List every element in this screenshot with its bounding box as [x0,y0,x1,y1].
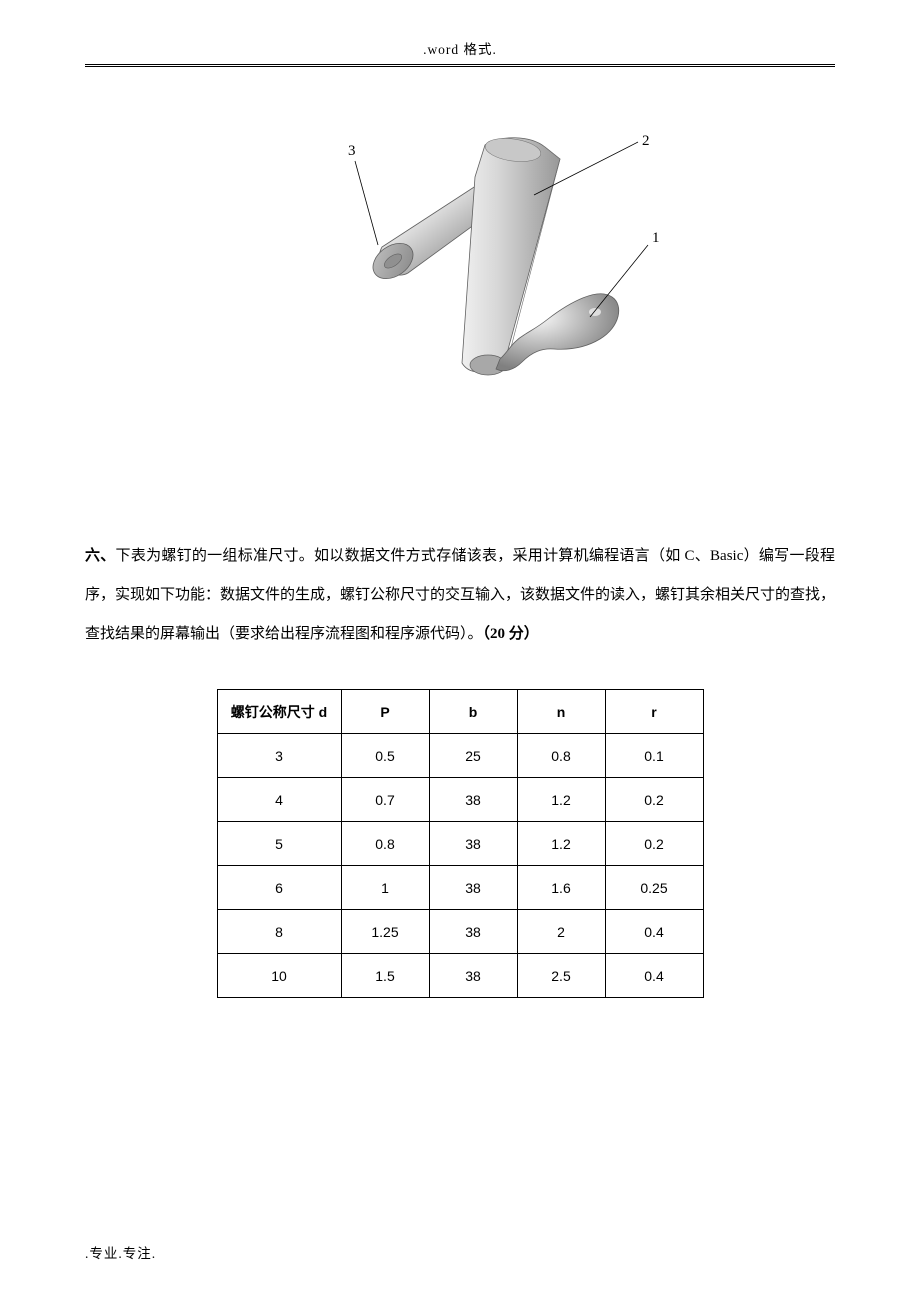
cell: 0.2 [605,822,703,866]
table-container: 螺钉公称尺寸 d P b n r 3 0.5 25 0.8 0.1 4 0.7 [85,689,835,998]
table-row: 10 1.5 38 2.5 0.4 [217,954,703,998]
cell: 10 [217,954,341,998]
page-container: .word 格式. [0,0,920,1302]
question-score: （20 分） [483,626,539,642]
cell: 2 [517,910,605,954]
cell: 6 [217,866,341,910]
table-header-row: 螺钉公称尺寸 d P b n r [217,690,703,734]
cell: 25 [429,734,517,778]
page-footer: .专业.专注. [85,1242,156,1262]
question-paragraph: 六、下表为螺钉的一组标准尺寸。如以数据文件方式存储该表，采用计算机编程语言（如 … [85,537,835,654]
cell: 1.6 [517,866,605,910]
cell: 1 [341,866,429,910]
cell: 1.5 [341,954,429,998]
cell: 0.2 [605,778,703,822]
label-2: 2 [642,133,650,149]
col-header-b: b [429,690,517,734]
col-header-r: r [605,690,703,734]
col-header-p: P [341,690,429,734]
crank-handle-figure: 3 2 1 [250,87,670,397]
table-row: 3 0.5 25 0.8 0.1 [217,734,703,778]
cell: 38 [429,778,517,822]
screw-dimensions-table: 螺钉公称尺寸 d P b n r 3 0.5 25 0.8 0.1 4 0.7 [217,689,704,998]
col-header-n: n [517,690,605,734]
col-header-d: 螺钉公称尺寸 d [217,690,341,734]
cell: 0.7 [341,778,429,822]
table-body: 3 0.5 25 0.8 0.1 4 0.7 38 1.2 0.2 5 0.8 … [217,734,703,998]
cell: 0.5 [341,734,429,778]
cell: 0.8 [341,822,429,866]
cell: 0.8 [517,734,605,778]
figure-container: 3 2 1 [85,87,835,397]
header-underline [85,66,835,67]
table-row: 4 0.7 38 1.2 0.2 [217,778,703,822]
table-row: 6 1 38 1.6 0.25 [217,866,703,910]
table-row: 5 0.8 38 1.2 0.2 [217,822,703,866]
cell: 2.5 [517,954,605,998]
cell: 8 [217,910,341,954]
cell: 1.25 [341,910,429,954]
label-3: 3 [348,143,356,159]
cell: 38 [429,866,517,910]
cell: 4 [217,778,341,822]
cell: 0.4 [605,910,703,954]
cell: 0.25 [605,866,703,910]
cell: 5 [217,822,341,866]
cell: 38 [429,822,517,866]
cell: 38 [429,910,517,954]
cell: 38 [429,954,517,998]
cell: 1.2 [517,778,605,822]
footer-text: .专业.专注. [85,1246,156,1261]
label-1: 1 [652,230,660,246]
cell: 1.2 [517,822,605,866]
page-header: .word 格式. [85,38,835,65]
cell: 0.1 [605,734,703,778]
question-number: 六、 [85,548,116,564]
cell: 3 [217,734,341,778]
cell: 0.4 [605,954,703,998]
header-text: .word 格式. [423,42,497,57]
question-text: 下表为螺钉的一组标准尺寸。如以数据文件方式存储该表，采用计算机编程语言（如 C、… [85,548,835,642]
table-row: 8 1.25 38 2 0.4 [217,910,703,954]
